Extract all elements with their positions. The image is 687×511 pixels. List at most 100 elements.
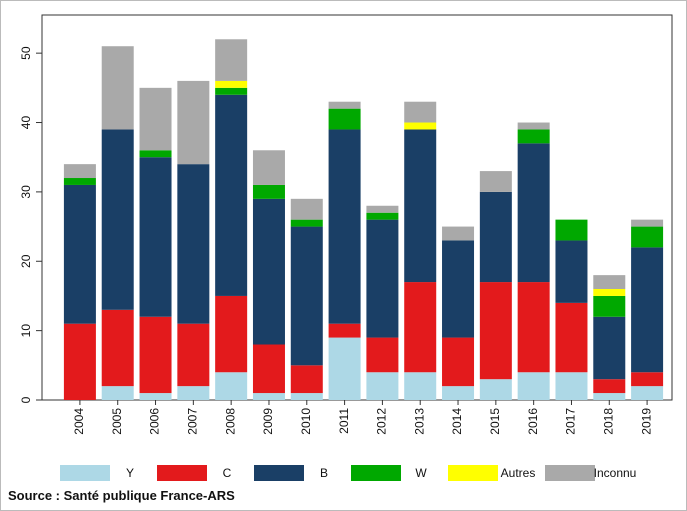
bar-segment — [139, 157, 172, 317]
bar-segment — [139, 87, 172, 151]
legend-label: W — [415, 466, 427, 480]
bar-segment — [101, 129, 134, 310]
bar-segment — [442, 386, 475, 400]
bar-segment — [593, 316, 626, 380]
bar-segment — [593, 379, 626, 394]
x-tick-label: 2019 — [639, 408, 653, 435]
bar-segment — [177, 164, 210, 324]
legend-label: Y — [126, 466, 134, 480]
bar-segment — [631, 247, 664, 373]
bar-segment — [479, 171, 512, 192]
y-tick-label: 40 — [19, 116, 33, 130]
bar-segment — [631, 219, 664, 227]
bar-segment — [101, 386, 134, 400]
bar-segment — [366, 205, 399, 213]
x-tick-label: 2016 — [526, 408, 540, 435]
legend-swatch — [351, 465, 401, 481]
legend-swatch — [60, 465, 110, 481]
bar-segment — [404, 129, 437, 283]
bar-segment — [177, 386, 210, 400]
bar-segment — [479, 191, 512, 283]
x-tick-label: 2004 — [72, 408, 86, 435]
bar-segment — [215, 372, 248, 400]
bar-segment — [517, 122, 550, 130]
bar-segment — [366, 337, 399, 373]
x-tick-label: 2017 — [564, 408, 578, 435]
bar-segment — [404, 372, 437, 400]
bar-segment — [479, 379, 512, 400]
bar-segment — [101, 46, 134, 130]
legend-label: C — [223, 466, 232, 480]
source: Source : Santé publique France-ARS — [8, 488, 235, 503]
bar-segment — [215, 87, 248, 95]
bar-segment — [593, 275, 626, 290]
x-tick-label: 2015 — [488, 408, 502, 435]
legend-label: B — [320, 466, 328, 480]
x-tick-label: 2018 — [601, 408, 615, 435]
bar-segment — [215, 39, 248, 81]
x-tick-label: 2008 — [223, 408, 237, 435]
bar-segment — [139, 316, 172, 394]
legend-swatch — [545, 465, 595, 481]
bar-segment — [517, 282, 550, 373]
y-tick-label: 50 — [19, 46, 33, 60]
bar-segment — [517, 143, 550, 283]
bar-segment — [328, 108, 361, 130]
bar-segment — [328, 323, 361, 338]
x-tick-label: 2013 — [412, 408, 426, 435]
bar-segment — [177, 323, 210, 387]
x-tick-label: 2006 — [148, 408, 162, 435]
legend-label: Autres — [501, 466, 536, 480]
bar-segment — [366, 372, 399, 400]
bar-segment — [517, 129, 550, 144]
y-tick-label: 10 — [19, 324, 33, 338]
bar-segment — [101, 309, 134, 387]
x-tick-label: 2007 — [186, 408, 200, 435]
x-tick-label: 2010 — [299, 408, 313, 435]
bar-segment — [252, 184, 285, 199]
y-tick-label: 0 — [19, 396, 33, 403]
bar-segment — [404, 282, 437, 373]
bar-segment — [555, 372, 588, 400]
bar-segment — [631, 372, 664, 387]
bar-segment — [290, 393, 323, 400]
bar-segment — [290, 365, 323, 394]
legend-label: Inconnu — [594, 466, 637, 480]
legend-swatch — [254, 465, 304, 481]
bar-segment — [290, 226, 323, 366]
x-tick-label: 2009 — [261, 408, 275, 435]
bar-segment — [252, 150, 285, 185]
bar-segment — [404, 101, 437, 123]
bar-segment — [63, 178, 96, 185]
bar-segment — [442, 337, 475, 387]
bar-segment — [593, 393, 626, 400]
bar-segment — [215, 80, 248, 88]
bar-segment — [215, 94, 248, 296]
bar-segment — [252, 393, 285, 400]
bar-segment — [366, 219, 399, 338]
y-tick-label: 30 — [19, 185, 33, 199]
bar-segment — [404, 122, 437, 130]
bar-segment — [555, 302, 588, 373]
legend-swatch — [157, 465, 207, 481]
y-tick-label: 20 — [19, 254, 33, 268]
bar-segment — [139, 150, 172, 158]
bar-segment — [479, 282, 512, 380]
bar-segment — [252, 344, 285, 394]
x-tick-label: 2012 — [375, 408, 389, 435]
bar-segment — [631, 386, 664, 400]
bar-segment — [555, 240, 588, 303]
bar-segment — [177, 80, 210, 165]
bar-segment — [328, 129, 361, 324]
bar-segment — [593, 289, 626, 296]
bar-segment — [63, 164, 96, 179]
bar-segment — [442, 240, 475, 338]
bar-segment — [555, 219, 588, 241]
bar-segment — [290, 219, 323, 227]
bar-segment — [252, 198, 285, 345]
bar-segment — [593, 295, 626, 317]
bar-segment — [442, 226, 475, 241]
bar-segment — [328, 101, 361, 109]
x-tick-label: 2005 — [110, 408, 124, 435]
